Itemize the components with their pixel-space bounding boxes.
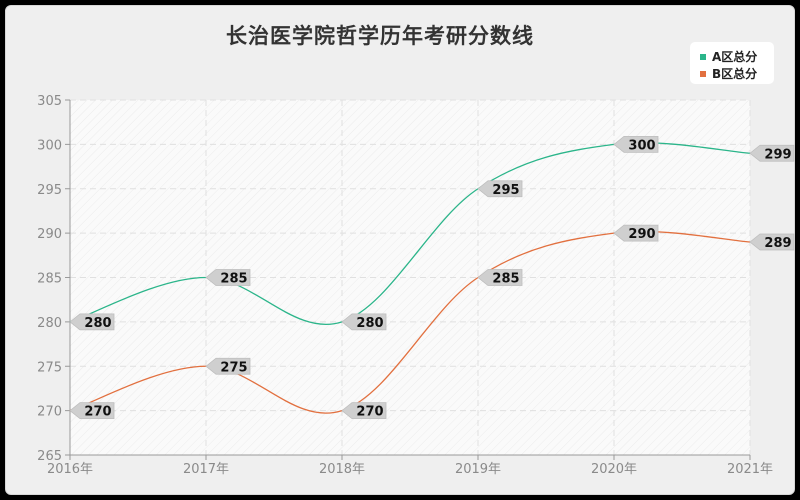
legend-label-a: A区总分 [712, 50, 758, 64]
y-tick-label: 300 [37, 138, 62, 153]
x-tick-label: 2017年 [183, 462, 229, 477]
data-label: 270 [69, 402, 115, 420]
data-label: 289 [749, 233, 795, 251]
svg-text:275: 275 [220, 360, 247, 375]
legend: A区总分 B区总分 [690, 42, 774, 84]
legend-label-b: B区总分 [712, 67, 758, 81]
y-tick-label: 265 [37, 449, 62, 464]
y-tick-label: 305 [37, 94, 62, 109]
svg-text:285: 285 [220, 272, 247, 287]
data-label: 299 [749, 144, 795, 162]
y-tick-label: 270 [37, 405, 62, 420]
svg-text:285: 285 [492, 272, 519, 287]
data-label: 275 [205, 357, 251, 375]
legend-item-a[interactable]: A区总分 [700, 48, 757, 65]
svg-text:299: 299 [764, 147, 791, 162]
svg-text:270: 270 [356, 405, 383, 420]
svg-text:280: 280 [84, 316, 111, 331]
y-tick-label: 295 [37, 183, 62, 198]
svg-text:270: 270 [84, 405, 111, 420]
svg-text:280: 280 [356, 316, 383, 331]
svg-text:290: 290 [628, 227, 655, 242]
x-tick-label: 2021年 [727, 462, 773, 477]
y-tick-label: 275 [37, 360, 62, 375]
legend-item-b[interactable]: B区总分 [700, 65, 757, 82]
legend-swatch-b-icon [700, 70, 706, 77]
svg-text:295: 295 [492, 183, 519, 198]
data-label: 285 [205, 269, 251, 287]
chart-title: 长治医学院哲学历年考研分数线 [226, 24, 534, 48]
y-tick-label: 280 [37, 316, 62, 331]
data-label: 280 [341, 313, 387, 331]
x-tick-label: 2018年 [319, 462, 365, 477]
x-tick-label: 2016年 [47, 462, 93, 477]
data-label: 295 [477, 180, 523, 198]
svg-text:289: 289 [764, 236, 791, 251]
y-tick-label: 290 [37, 227, 62, 242]
data-label: 300 [613, 135, 659, 153]
y-tick-label: 285 [37, 272, 62, 287]
x-tick-label: 2019年 [455, 462, 501, 477]
data-label: 270 [341, 402, 387, 420]
data-label: 285 [477, 269, 523, 287]
x-tick-label: 2020年 [591, 462, 637, 477]
legend-swatch-a-icon [700, 53, 706, 60]
svg-text:300: 300 [628, 138, 655, 153]
data-label: 280 [69, 313, 115, 331]
data-label: 290 [613, 224, 659, 242]
